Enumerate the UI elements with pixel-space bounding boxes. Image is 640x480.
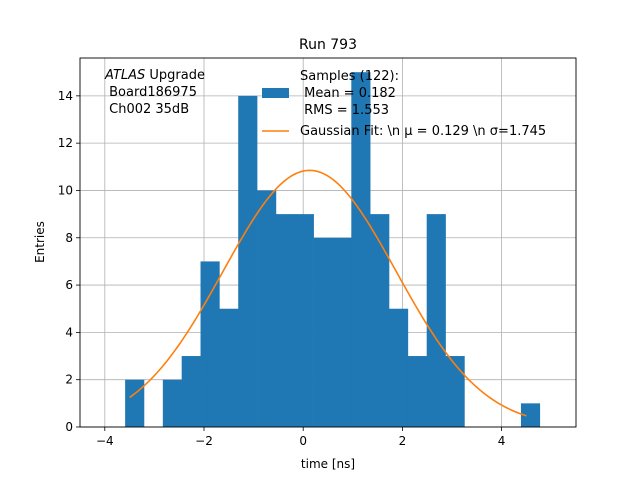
atlas-label: ATLAS — [104, 68, 145, 83]
atlas-annotation: ATLAS Upgrade Board186975 Ch002 35dB — [104, 68, 205, 117]
histogram-bar — [407, 356, 428, 427]
svg-text:ATLAS Upgrade: ATLAS Upgrade — [104, 68, 205, 83]
y-tick-label: 12 — [58, 136, 73, 150]
histogram-bar — [219, 308, 239, 427]
histogram-bar — [200, 261, 220, 427]
histogram-bar — [257, 190, 277, 427]
chart-title: Run 793 — [299, 37, 357, 53]
x-tick-label: −2 — [195, 434, 213, 448]
histogram-bar — [445, 356, 465, 427]
histogram-bar — [275, 214, 296, 427]
channel-label: Ch002 35dB — [105, 102, 189, 117]
histogram-bar — [426, 214, 446, 427]
upgrade-label: Upgrade — [145, 68, 205, 83]
legend-samples-line: Samples (122): — [300, 69, 399, 84]
histogram-bar — [294, 214, 314, 427]
y-axis-label: Entries — [33, 221, 47, 263]
histogram-bar — [370, 214, 390, 427]
histogram-bar — [351, 72, 371, 427]
histogram-bar — [520, 403, 541, 427]
x-tick-label: −4 — [96, 434, 114, 448]
y-tick-label: 6 — [65, 278, 73, 292]
legend-samples-line: RMS = 1.553 — [300, 103, 389, 118]
axes-frame — [79, 57, 577, 428]
board-label: Board186975 — [105, 85, 197, 100]
x-tick-label: 4 — [498, 434, 506, 448]
legend: Samples (122): Mean = 0.182 RMS = 1.553 … — [262, 69, 546, 139]
legend-samples-line: Mean = 0.182 — [300, 86, 396, 101]
gaussian-fit-curve — [129, 169, 527, 417]
y-tick-label: 0 — [65, 420, 73, 434]
y-tick-label: 2 — [65, 373, 73, 387]
y-tick-label: 14 — [58, 89, 73, 103]
histogram-bar — [162, 379, 182, 427]
x-tick-label: 2 — [399, 434, 407, 448]
y-tick-label: 4 — [65, 325, 73, 339]
x-axis-label: time [ns] — [301, 457, 355, 471]
histogram-bar — [238, 95, 258, 427]
histogram-bar — [389, 308, 409, 427]
x-tick-label: 0 — [299, 434, 307, 448]
legend-samples-swatch — [262, 88, 289, 98]
histogram-bar — [125, 379, 145, 427]
histogram-bar — [181, 356, 201, 427]
y-tick-label: 8 — [65, 231, 73, 245]
legend-samples-label: Samples (122): Mean = 0.182 RMS = 1.553 — [300, 69, 399, 118]
axis-ticks: −4 −2 0 2 4 0 2 4 6 8 10 12 14 — [58, 89, 506, 448]
histogram-bars — [125, 72, 541, 427]
histogram-bar — [313, 237, 333, 427]
legend-fit-label: Gaussian Fit: \n μ = 0.129 \n σ=1.745 — [300, 124, 546, 139]
histogram-bar — [332, 237, 352, 427]
y-tick-label: 10 — [58, 183, 73, 197]
